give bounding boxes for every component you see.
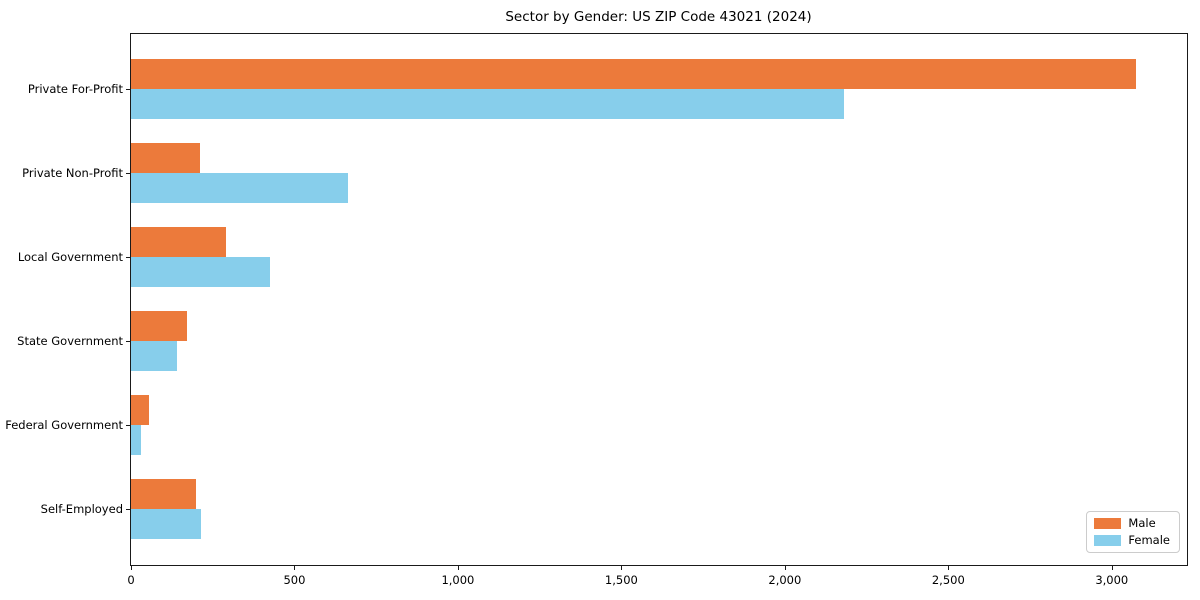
y-axis-label: Federal Government	[5, 418, 123, 432]
x-axis-label: 2,500	[931, 573, 965, 587]
legend-swatch-male	[1094, 518, 1122, 530]
y-axis-label: Self-Employed	[40, 502, 123, 516]
x-tick-mark	[457, 566, 459, 570]
y-axis-label: Private Non-Profit	[22, 166, 123, 180]
y-axis-label: Private For-Profit	[27, 82, 123, 96]
x-tick-mark	[621, 566, 623, 570]
x-tick-mark	[294, 566, 296, 570]
legend-label: Male	[1128, 516, 1156, 530]
bar-female-state-government	[131, 341, 177, 371]
x-axis-label: 500	[283, 573, 306, 587]
x-tick-mark	[784, 566, 786, 570]
legend: Male Female	[1086, 511, 1180, 553]
bar-male-self-employed	[131, 479, 197, 509]
x-axis-label: 2,000	[768, 573, 802, 587]
chart-title: Sector by Gender: US ZIP Code 43021 (202…	[505, 9, 812, 25]
y-tick-mark	[126, 425, 130, 426]
bar-male-private-for-profit	[131, 59, 1137, 89]
legend-item-female: Female	[1094, 532, 1170, 547]
x-axis-label: 3,000	[1095, 573, 1129, 587]
y-tick-mark	[126, 173, 130, 174]
x-axis-label: 0	[127, 573, 135, 587]
y-tick-mark	[126, 89, 130, 90]
x-tick-mark	[1111, 566, 1113, 570]
bar-female-private-non-profit	[131, 173, 349, 203]
legend-swatch-female	[1094, 534, 1122, 546]
legend-label: Female	[1128, 532, 1170, 547]
bar-female-federal-government	[131, 425, 141, 455]
x-axis-label: 1,000	[441, 573, 475, 587]
x-tick-mark	[131, 566, 132, 570]
y-tick-mark	[126, 257, 130, 258]
x-axis-label: 1,500	[604, 573, 638, 587]
legend-item-male: Male	[1094, 516, 1170, 530]
y-axis-label: State Government	[17, 334, 123, 348]
bar-male-federal-government	[131, 395, 149, 425]
bar-female-private-for-profit	[131, 89, 844, 119]
bar-female-self-employed	[131, 509, 202, 539]
y-tick-mark	[126, 509, 130, 510]
x-tick-mark	[948, 566, 950, 570]
y-axis-label: Local Government	[17, 250, 123, 264]
bar-male-private-non-profit	[131, 143, 200, 173]
plot-area: Private For-Profit Private Non-Profit Loca…	[5, 33, 1188, 587]
bar-male-state-government	[131, 311, 187, 341]
y-tick-mark	[126, 341, 130, 342]
bar-female-local-government	[131, 257, 270, 287]
bar-male-local-government	[131, 227, 226, 257]
